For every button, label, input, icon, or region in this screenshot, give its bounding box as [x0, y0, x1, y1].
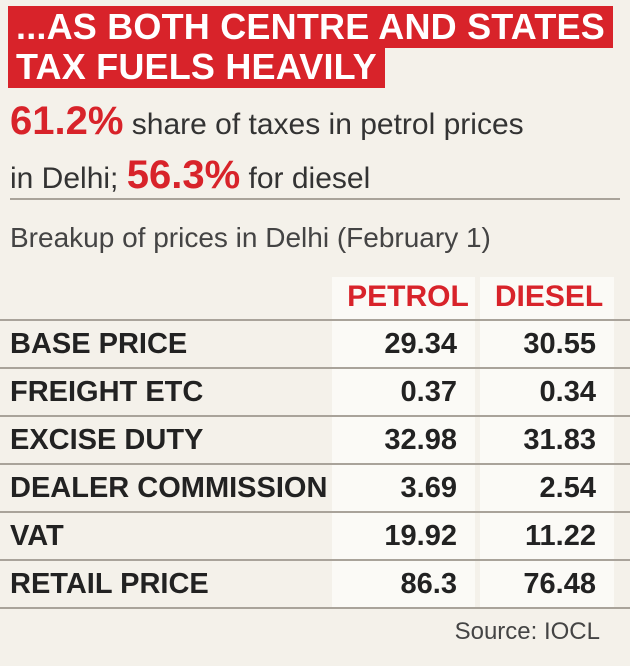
- diesel-column-band: [480, 277, 614, 607]
- diesel-value: 76.48: [523, 568, 596, 600]
- highlight-text: 61.2% share of taxes in petrol prices in…: [10, 96, 620, 204]
- row-label: RETAIL PRICE: [10, 568, 209, 600]
- row-separator: [0, 367, 630, 369]
- diesel-value: 11.22: [525, 520, 596, 552]
- headline-line-1: ...AS BOTH CENTRE AND STATES: [8, 6, 613, 48]
- highlight-line-1: 61.2% share of taxes in petrol prices: [10, 96, 620, 150]
- row-label: BASE PRICE: [10, 328, 188, 360]
- diesel-value: 2.54: [539, 472, 596, 504]
- petrol-value: 86.3: [400, 568, 457, 600]
- row-separator: [0, 559, 630, 561]
- row-separator: [0, 463, 630, 465]
- petrol-value: 0.37: [400, 376, 457, 408]
- headline-line-2: TAX FUELS HEAVILY: [8, 46, 385, 88]
- row-label: FREIGHT ETC: [10, 376, 204, 408]
- diesel-value: 31.83: [523, 424, 596, 456]
- row-label: VAT: [10, 520, 64, 552]
- petrol-value: 19.92: [384, 520, 457, 552]
- highlight-line-2: in Delhi; 56.3% for diesel: [10, 150, 620, 204]
- petrol-column-band: [332, 277, 475, 607]
- petrol-tax-share: 61.2%: [10, 99, 124, 143]
- petrol-value: 32.98: [384, 424, 457, 456]
- in-delhi-caption: in Delhi;: [10, 162, 119, 195]
- diesel-value: 30.55: [523, 328, 596, 360]
- diesel-share-caption: for diesel: [248, 162, 371, 195]
- petrol-value: 3.69: [400, 472, 457, 504]
- row-separator: [0, 415, 630, 417]
- row-separator: [0, 607, 630, 609]
- section-divider: [10, 198, 620, 200]
- table-subtitle: Breakup of prices in Delhi (February 1): [10, 222, 491, 253]
- source-credit: Source: IOCL: [454, 618, 600, 645]
- petrol-value: 29.34: [384, 328, 457, 360]
- diesel-value: 0.34: [539, 376, 596, 408]
- row-label: EXCISE DUTY: [10, 424, 204, 456]
- petrol-share-caption: share of taxes in petrol prices: [131, 108, 524, 141]
- row-label: DEALER COMMISSION: [10, 472, 328, 504]
- column-header-petrol: PETROL: [347, 280, 469, 313]
- column-header-diesel: DIESEL: [494, 280, 604, 313]
- diesel-tax-share: 56.3%: [126, 153, 241, 197]
- row-separator: [0, 511, 630, 513]
- row-separator: [0, 319, 630, 321]
